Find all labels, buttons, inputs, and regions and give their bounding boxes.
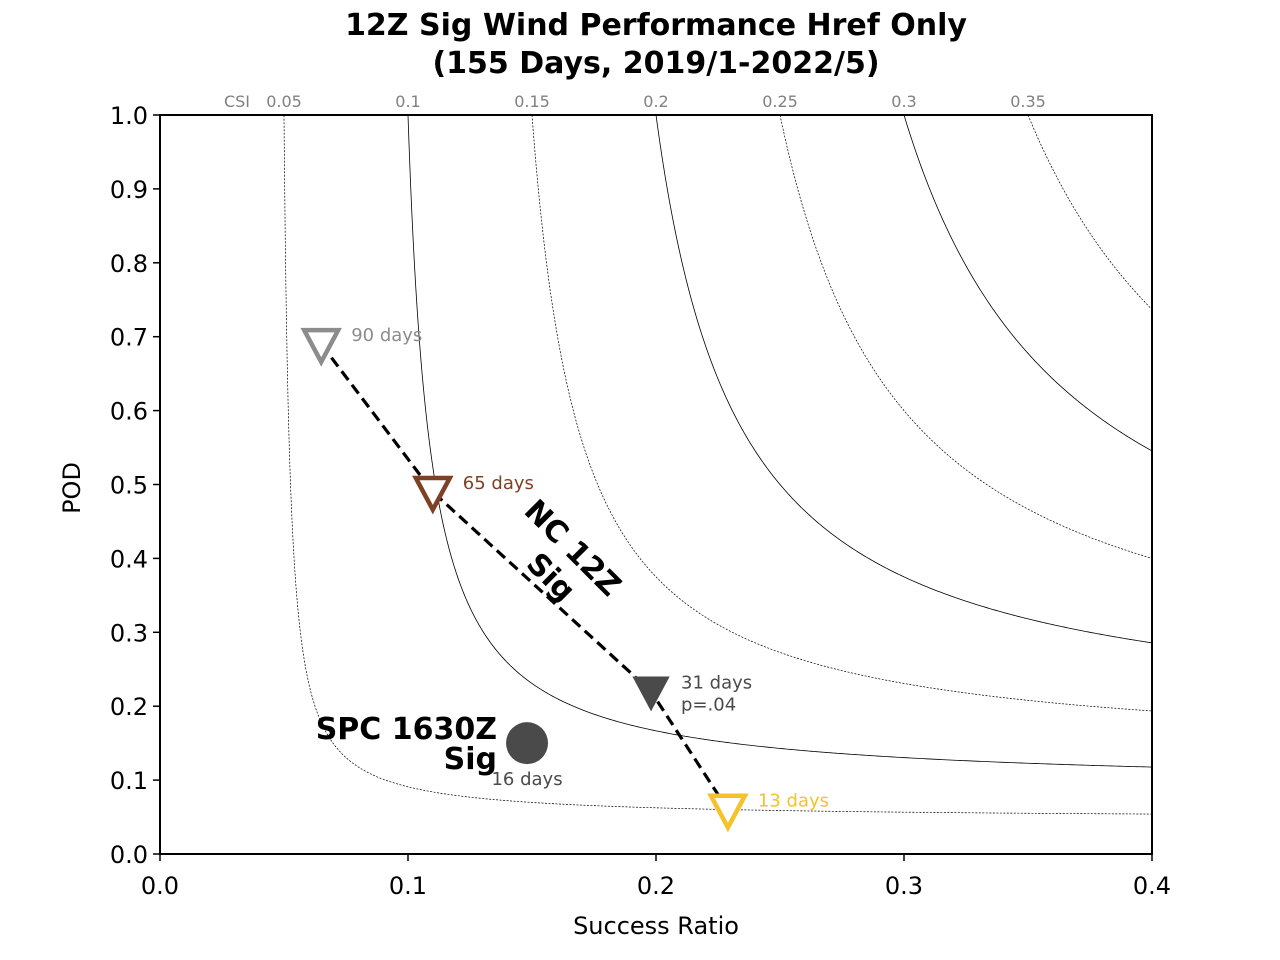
nc-series-line	[319, 343, 730, 811]
nc-marker-3	[707, 793, 749, 833]
x-tick-label-0: 0.0	[141, 872, 179, 900]
csi-contours	[283, 115, 1152, 815]
nc-marker-label-1: 65 days	[463, 473, 534, 494]
chart-title-line-2: (155 Days, 2019/1-2022/5)	[432, 46, 879, 81]
spc-series-annotation-line-2: Sig	[444, 742, 497, 777]
csi-tick-label-3: 0.2	[643, 92, 668, 111]
csi-contour-1	[407, 115, 1152, 768]
x-tick-label-3: 0.3	[885, 872, 923, 900]
y-tick-label-0: 0.0	[110, 841, 148, 869]
csi-tick-label-0: 0.05	[266, 92, 302, 111]
nc-marker-label-3: 13 days	[758, 791, 829, 812]
csi-tick-label-5: 0.3	[891, 92, 916, 111]
chart-title: 12Z Sig Wind Performance Href Only (155 …	[345, 8, 967, 81]
y-tick-label-9: 0.9	[110, 176, 148, 204]
nc-marker-0	[300, 327, 342, 367]
y-axis: 0.0 0.1 0.2 0.3 0.4 0.5 0.6 0.7 0.8 0.9 1.0	[110, 102, 160, 869]
nc-marker-2	[632, 676, 670, 712]
csi-tick-label-2: 0.15	[514, 92, 550, 111]
nc-marker-label2-2: p=.04	[681, 694, 736, 715]
x-tick-label-2: 0.2	[637, 872, 675, 900]
csi-contour-3	[655, 115, 1152, 644]
csi-contour-0	[283, 115, 1152, 815]
csi-contour-4	[779, 115, 1152, 559]
spc-marker-label: 16 days	[491, 769, 562, 790]
y-tick-label-5: 0.5	[110, 472, 148, 500]
csi-contour-labels: 0.05 0.1 0.15 0.2 0.25 0.3 0.35	[266, 92, 1046, 111]
x-axis-label: Success Ratio	[573, 912, 739, 940]
y-tick-label-6: 0.6	[110, 398, 148, 426]
spc-series-annotation-line-1: SPC 1630Z	[316, 712, 497, 747]
chart-title-line-1: 12Z Sig Wind Performance Href Only	[345, 8, 967, 43]
y-axis-label: POD	[58, 462, 86, 514]
spc-marker	[506, 722, 549, 765]
y-tick-label-10: 1.0	[110, 102, 148, 130]
x-tick-label-4: 0.4	[1133, 872, 1171, 900]
csi-tick-label-6: 0.35	[1010, 92, 1046, 111]
csi-contour-2	[531, 115, 1152, 712]
nc-marker-label-2: 31 days	[681, 672, 752, 693]
csi-contour-6	[1027, 115, 1152, 310]
y-tick-label-8: 0.8	[110, 250, 148, 278]
csi-tick-label-4: 0.25	[762, 92, 798, 111]
csi-label: CSI	[224, 92, 250, 111]
x-tick-label-1: 0.1	[389, 872, 427, 900]
plot-frame	[159, 114, 1153, 855]
y-tick-label-4: 0.4	[110, 545, 148, 573]
nc-marker-1	[412, 475, 454, 515]
y-tick-label-7: 0.7	[110, 324, 148, 352]
csi-tick-label-1: 0.1	[395, 92, 420, 111]
y-tick-label-3: 0.3	[110, 619, 148, 647]
csi-contour-5	[903, 115, 1152, 452]
y-tick-label-2: 0.2	[110, 693, 148, 721]
nc-marker-label-0: 90 days	[351, 325, 422, 346]
y-tick-label-1: 0.1	[110, 767, 148, 795]
x-axis: 0.0 0.1 0.2 0.3 0.4	[141, 854, 1171, 900]
